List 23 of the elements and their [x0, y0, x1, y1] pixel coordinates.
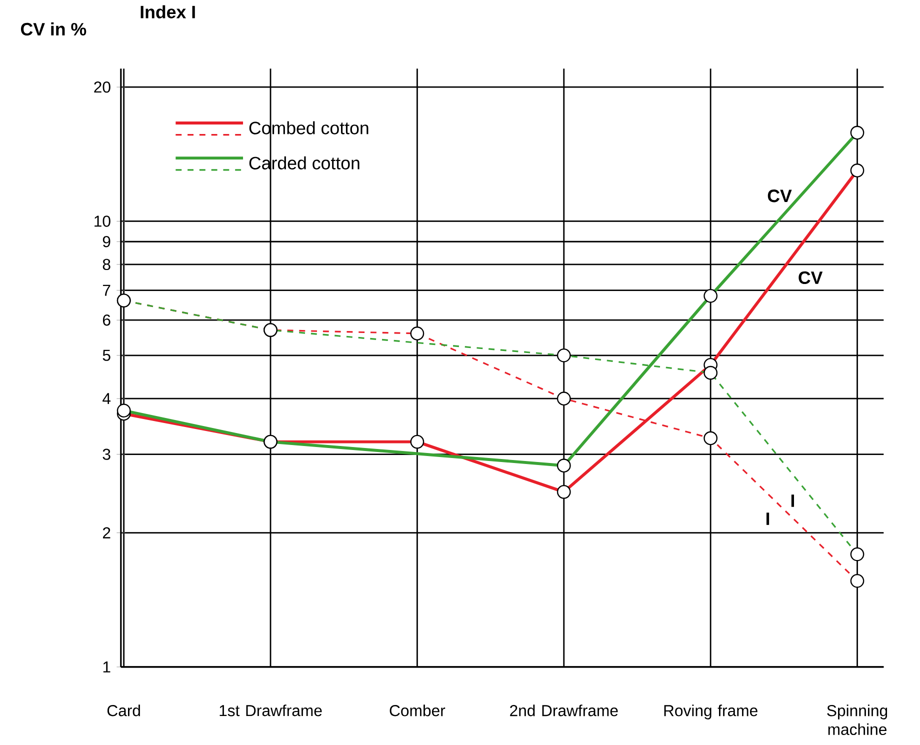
y-tick-label: 1 — [103, 661, 110, 672]
y-tick-label: 20 — [94, 81, 110, 93]
annotation: I — [791, 494, 794, 507]
y-tick-label: 9 — [102, 236, 110, 248]
x-tick-label: Roving frame — [664, 704, 758, 720]
y-tick-label: 6 — [102, 314, 110, 326]
y-tick-label: 2 — [102, 527, 110, 538]
y-tick-label: 3 — [102, 448, 110, 460]
y-tick-label: 7 — [102, 284, 110, 296]
annotation: CV — [768, 189, 792, 202]
y-tick-label: 5 — [102, 350, 110, 361]
x-tick-label: 2nd Drawframe — [510, 704, 618, 716]
annotation: CV — [798, 271, 823, 284]
x-tick-label: Spinning machine — [827, 704, 888, 735]
x-tick-label: Comber — [390, 704, 446, 716]
y-tick-label: 4 — [102, 393, 111, 404]
x-tick-label: 1st Drawframe — [220, 704, 322, 716]
text: Index I — [140, 5, 195, 18]
y-tick-label: 8 — [102, 258, 110, 270]
annotation: I — [766, 512, 770, 525]
y-tick-label: 10 — [94, 216, 110, 227]
x-tick-label: Card — [107, 704, 140, 716]
y-axis-title: CV in % — [20, 22, 86, 36]
